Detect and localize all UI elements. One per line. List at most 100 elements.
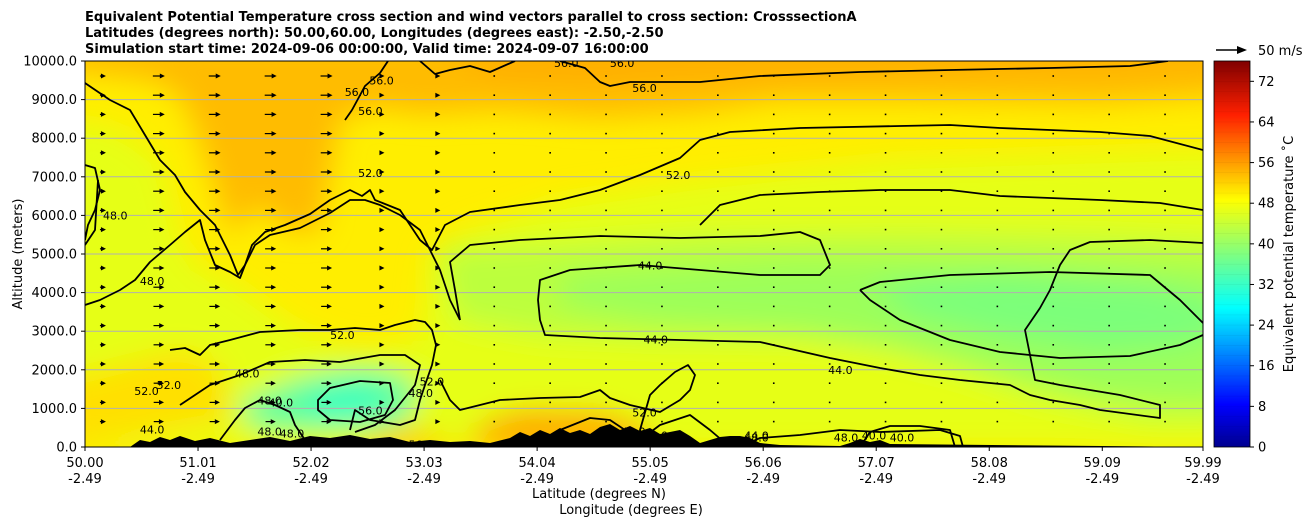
wind-arrow — [153, 419, 164, 425]
wind-arrow — [379, 246, 385, 252]
wind-arrow — [435, 92, 441, 98]
wind-arrow — [828, 363, 831, 365]
wind-arrow — [884, 363, 887, 365]
wind-arrow — [209, 303, 221, 309]
x-tick-label-lon: -2.49 — [746, 472, 780, 487]
wind-arrow — [265, 342, 276, 348]
wind-arrow — [1052, 75, 1055, 77]
contour-48-low — [219, 399, 316, 447]
wind-arrow — [435, 169, 441, 175]
wind-arrow — [940, 401, 943, 404]
wind-arrow — [493, 152, 496, 154]
y-tick-label: 10000.0 — [23, 55, 77, 70]
wind-arrow — [884, 132, 887, 135]
wind-arrow — [1052, 152, 1055, 154]
wind-arrow — [772, 113, 775, 116]
colorbar-tick-label: 32 — [1258, 278, 1275, 293]
wind-arrow — [828, 113, 831, 116]
wind-arrow — [549, 324, 551, 327]
contour-44-inner — [859, 271, 1203, 324]
x-tick-label-lat: 59.99 — [1184, 456, 1221, 471]
wind-arrow — [379, 303, 385, 309]
contour-label: 52.0 — [632, 406, 657, 419]
wind-arrow — [208, 111, 221, 117]
x-tick-label-lon: -2.49 — [859, 472, 893, 487]
wind-arrow — [605, 382, 607, 384]
y-tick-label: 1000.0 — [32, 402, 78, 417]
wind-arrow — [264, 73, 277, 79]
wind-arrow — [435, 73, 441, 79]
x-tick-label-lon: -2.49 — [407, 472, 441, 487]
contour-label: 56.0 — [358, 404, 383, 417]
wind-arrow — [379, 419, 385, 425]
wind-arrow — [661, 363, 663, 365]
wind-arrow — [828, 248, 831, 250]
wind-arrow — [379, 150, 385, 156]
wind-arrow — [940, 75, 943, 77]
contour-label: 48.0 — [744, 431, 769, 444]
wind-arrow — [264, 188, 277, 194]
wind-arrow — [717, 363, 719, 365]
contour-label: 48.0 — [257, 395, 282, 408]
wind-arrow — [549, 228, 551, 231]
wind-arrow — [1108, 344, 1110, 346]
wind-arrow — [996, 324, 999, 327]
wind-arrow — [1108, 171, 1110, 173]
wind-arrow — [209, 323, 221, 329]
wind-arrow — [209, 361, 220, 367]
wind-arrow — [152, 73, 165, 79]
wind-arrow — [320, 73, 333, 79]
wind-arrow — [1164, 420, 1166, 423]
plot-area: 56.0 56.056.056.056.056.052.0 52.048.048.0… — [85, 61, 1203, 448]
contour-56-top — [419, 61, 1169, 87]
contour-label: 52.0 — [134, 385, 159, 398]
wind-arrow — [884, 209, 887, 212]
x-tick-label-lat: 58.08 — [971, 456, 1008, 471]
wind-arrow — [940, 267, 943, 269]
wind-arrow — [99, 131, 106, 137]
wind-arrow — [772, 286, 775, 288]
wind-arrow — [996, 401, 999, 404]
wind-arrow — [209, 380, 220, 386]
wind-arrow — [884, 382, 887, 384]
x-tick-label-lon: -2.49 — [294, 472, 328, 487]
wind-arrow — [661, 382, 663, 384]
wind-arrow — [1108, 190, 1110, 192]
wind-arrow — [320, 150, 333, 156]
wind-arrow — [99, 188, 106, 194]
contour-label: 48 — [335, 435, 349, 448]
wind-arrow — [1108, 324, 1110, 327]
wind-arrow — [320, 207, 333, 213]
colorbar-tick-label: 72 — [1258, 75, 1275, 90]
terrain — [85, 424, 1203, 447]
wind-arrow — [828, 75, 831, 77]
wind-arrow — [209, 227, 221, 233]
wind-arrow — [884, 228, 887, 231]
wind-arrow — [717, 171, 719, 173]
colorbar-tick-label: 8 — [1258, 400, 1266, 415]
wind-arrow — [1052, 286, 1055, 288]
contour-label: 48.0 — [408, 387, 433, 400]
wind-arrow — [209, 188, 221, 194]
wind-arrow — [1052, 363, 1055, 365]
wind-arrow — [1164, 305, 1166, 308]
wind-arrow — [996, 190, 999, 192]
wind-arrow — [549, 420, 551, 423]
wind-arrow — [661, 267, 663, 269]
wind-arrow — [435, 227, 441, 233]
wind-arrow — [493, 420, 496, 423]
wind-arrow — [209, 246, 221, 252]
wind-arrow — [99, 380, 106, 386]
wind-arrow — [99, 92, 106, 98]
wind-arrow — [549, 209, 551, 212]
wind-arrow — [996, 305, 999, 308]
colorbar-ticks: 0 8 16 24 32 40 48 56 64 72 — [1250, 75, 1275, 456]
wind-arrow — [209, 419, 220, 425]
wind-arrow — [99, 265, 106, 271]
wind-arrow — [772, 209, 775, 212]
wind-arrow — [884, 113, 887, 116]
wind-arrow — [435, 380, 441, 386]
wind-arrow — [549, 75, 551, 77]
wind-arrow — [940, 171, 943, 173]
wind-arrow — [884, 190, 887, 192]
